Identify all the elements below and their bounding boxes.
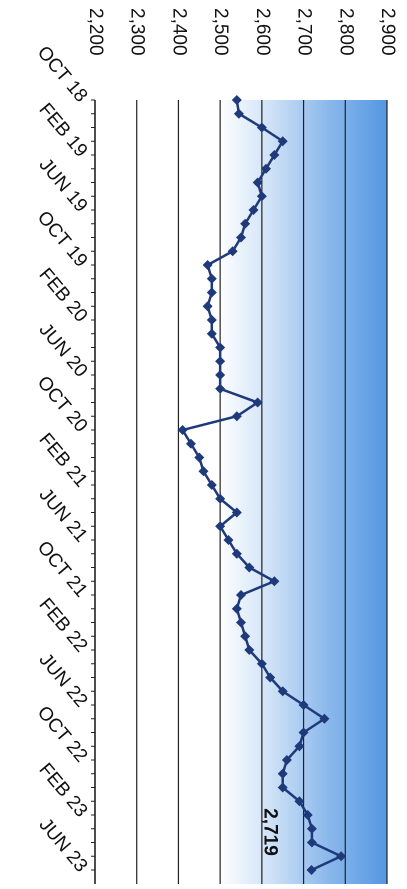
marker xyxy=(277,768,288,779)
y-tick-label: 2,900 xyxy=(377,8,398,56)
marker xyxy=(319,713,330,724)
marker xyxy=(277,686,288,697)
marker xyxy=(248,205,259,215)
marker xyxy=(244,562,255,573)
marker xyxy=(215,370,226,380)
marker xyxy=(252,177,263,188)
plot-background xyxy=(95,100,387,884)
x-tick-label: OCT 22 xyxy=(33,702,92,766)
marker xyxy=(215,383,226,394)
x-tick-label: FEB 20 xyxy=(35,264,92,326)
marker xyxy=(236,232,246,243)
marker xyxy=(194,452,205,463)
marker xyxy=(256,122,267,133)
marker xyxy=(231,507,242,518)
y-tick-label: 2,500 xyxy=(210,8,231,56)
marker xyxy=(202,301,213,312)
marker xyxy=(177,425,188,435)
marker xyxy=(215,521,226,532)
marker xyxy=(215,493,226,504)
x-tick-label: JUN 21 xyxy=(35,484,92,546)
y-tick-label: 2,700 xyxy=(294,8,315,56)
x-tick-label: JUN 22 xyxy=(35,649,92,711)
marker xyxy=(215,356,226,367)
marker xyxy=(215,342,226,353)
marker xyxy=(198,466,209,477)
marker xyxy=(206,287,217,298)
marker xyxy=(206,315,217,325)
marker xyxy=(231,95,242,105)
marker xyxy=(231,548,242,559)
marker xyxy=(269,150,280,160)
marker xyxy=(302,810,313,820)
value-label: 2,719 xyxy=(259,808,280,856)
y-tick-label: 2,300 xyxy=(127,8,148,56)
y-tick-label: 2,600 xyxy=(252,8,273,56)
y-tick-label: 2,400 xyxy=(168,8,189,56)
x-tick-label: FEB 22 xyxy=(35,594,92,656)
marker xyxy=(240,631,251,642)
marker xyxy=(294,796,305,807)
marker xyxy=(298,727,309,738)
x-tick-label: FEB 19 xyxy=(35,99,92,161)
marker xyxy=(231,603,242,614)
y-tick-label: 2,200 xyxy=(85,8,106,56)
marker xyxy=(277,136,288,147)
marker xyxy=(281,755,292,765)
marker xyxy=(206,480,217,490)
marker xyxy=(185,438,196,449)
marker xyxy=(277,782,288,793)
marker xyxy=(236,590,246,600)
x-tick-label: OCT 18 xyxy=(33,42,92,106)
marker xyxy=(336,851,347,862)
marker xyxy=(223,535,234,545)
marker xyxy=(240,218,251,229)
x-tick-label: OCT 21 xyxy=(33,537,92,601)
marker xyxy=(244,645,255,655)
marker xyxy=(227,246,238,257)
marker xyxy=(202,260,213,270)
marker xyxy=(298,700,309,710)
marker xyxy=(265,672,276,683)
marker xyxy=(206,328,217,339)
marker xyxy=(306,865,317,875)
x-tick-label: OCT 19 xyxy=(33,207,92,271)
x-tick-label: FEB 21 xyxy=(35,429,92,491)
x-tick-label: FEB 23 xyxy=(35,759,92,821)
marker xyxy=(269,576,280,587)
marker xyxy=(294,741,305,752)
marker xyxy=(233,108,244,119)
marker xyxy=(231,411,242,422)
marker xyxy=(306,823,317,834)
marker xyxy=(261,163,272,174)
x-tick-label: OCT 20 xyxy=(33,372,92,436)
marker xyxy=(256,658,267,669)
marker xyxy=(252,397,263,408)
x-tick-label: JUN 23 xyxy=(35,814,92,876)
marker xyxy=(206,273,217,284)
marker xyxy=(236,617,246,628)
marker xyxy=(306,837,317,848)
x-tick-label: JUN 20 xyxy=(35,319,92,381)
y-tick-label: 2,800 xyxy=(335,8,356,56)
x-tick-label: JUN 19 xyxy=(35,154,92,216)
marker xyxy=(256,191,267,202)
